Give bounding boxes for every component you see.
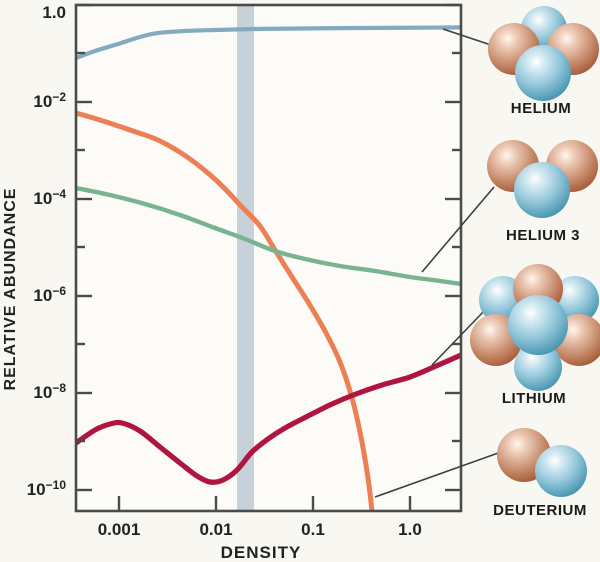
plot-border bbox=[74, 3, 463, 513]
deuterium-nucleon-sphere-blue bbox=[535, 445, 587, 497]
y-tick-label: 10−6 bbox=[33, 284, 66, 305]
y-axis-title: RELATIVE ABUNDANCE bbox=[2, 187, 19, 391]
helium3-label: HELIUM 3 bbox=[505, 227, 581, 244]
lithium-label: LITHIUM bbox=[501, 390, 567, 407]
deuterium-callout-line bbox=[374, 451, 502, 498]
y-tick-label: 10−10 bbox=[26, 478, 66, 499]
helium-nucleon-sphere-blue bbox=[515, 45, 571, 101]
lithium-nucleon-sphere-blue bbox=[508, 295, 568, 355]
deuterium-label: DEUTERIUM bbox=[493, 502, 587, 519]
y-tick-label: 10−8 bbox=[33, 381, 66, 402]
helium3-nucleon-sphere-blue bbox=[514, 162, 570, 218]
x-tick-label: 1.0 bbox=[398, 520, 422, 539]
x-tick-label: 0.1 bbox=[301, 520, 325, 539]
x-tick-label: 0.001 bbox=[97, 520, 141, 539]
observed-density-band bbox=[237, 5, 254, 511]
helium3-callout-line bbox=[421, 186, 495, 273]
lithium-curve bbox=[76, 352, 461, 485]
y-tick-label: 10−2 bbox=[33, 90, 66, 111]
y-tick-label: 10−4 bbox=[33, 187, 66, 208]
x-tick-label: 0.01 bbox=[199, 520, 233, 539]
helium-label: HELIUM bbox=[510, 100, 572, 117]
x-axis-title: DENSITY bbox=[220, 543, 302, 562]
plot-area bbox=[76, 5, 461, 511]
helium3-curve bbox=[76, 185, 461, 287]
helium-curve bbox=[76, 25, 461, 61]
y-tick-label: 1.0 bbox=[42, 3, 66, 22]
lithium-callout-line bbox=[431, 308, 487, 366]
